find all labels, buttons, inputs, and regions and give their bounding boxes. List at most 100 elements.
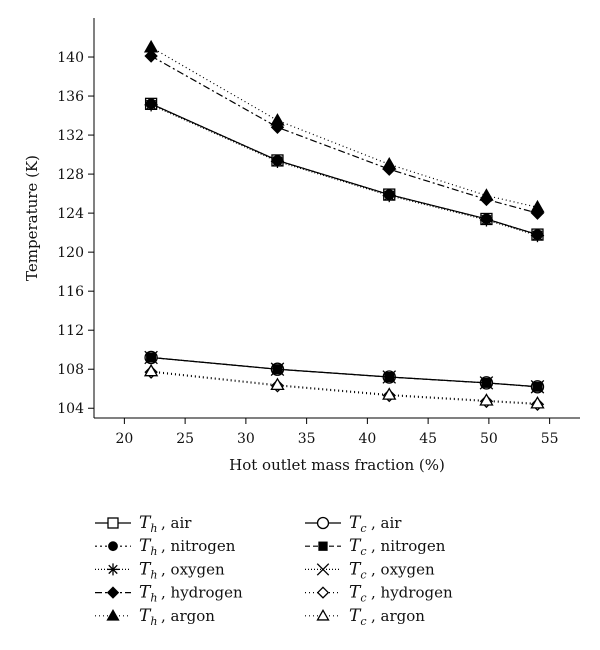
legend-subscript: c [360,615,366,628]
legend-symbol: Th [139,583,157,605]
series-line [150,103,538,236]
x-tick-label: 20 [115,431,133,447]
x-tick-label: 40 [358,431,376,447]
data-point [479,213,494,227]
legend-subscript: c [360,545,366,558]
axes: 20 25 30 35 40 45 50 55 104 108 112 116 120 124 128 132… [57,18,580,447]
legend-label: , argon [371,607,425,625]
y-tick-label: 140 [57,50,84,66]
marker-asterisk [107,563,119,576]
series-line [150,46,538,208]
legend-label: , air [371,514,402,532]
y-tick-label: 124 [57,206,84,222]
legend-subscript: h [150,545,157,558]
series-line [151,356,538,388]
data-point [382,387,397,400]
marker-square-open [107,517,119,529]
data-point [530,396,545,409]
legend-label: , hydrogen [161,584,243,602]
data-point [270,377,285,391]
series-layer [143,39,545,412]
x-tick-label: 30 [237,431,255,447]
y-tick-label: 120 [57,245,84,261]
marker-square-filled [318,541,328,551]
marker-circle-filled [108,541,118,552]
marker-diamond-open [316,586,330,599]
legend-subscript: h [150,568,157,581]
series-line [150,104,538,237]
legend-item: Th, nitrogen [95,536,236,558]
legend-item: Th, argon [95,606,215,628]
legend-subscript: h [150,592,157,605]
data-point [530,228,545,243]
data-point [144,49,158,63]
legend-subscript: c [360,592,366,605]
legend-label: , oxygen [371,560,435,578]
x-tick-label: 35 [298,431,316,447]
x-tick-label: 50 [480,431,498,447]
y-tick-label: 128 [57,167,84,183]
legend-item: Tc, air [305,513,402,535]
legend-symbol: Tc [349,513,367,535]
data-point [144,350,158,365]
data-point [479,188,494,201]
series-h-nitrogen [145,98,543,240]
legend-item: Th, hydrogen [95,583,243,605]
y-tick-label: 136 [57,89,84,105]
data-point [144,98,158,112]
legend-item: Tc, nitrogen [305,536,446,558]
marker-x-cross [316,563,330,576]
legend-item: Tc, oxygen [305,559,435,581]
legend-label: , hydrogen [371,584,453,602]
legend-subscript: h [150,615,157,628]
data-point [530,199,545,213]
x-tick-label: 25 [176,431,194,447]
series-h-oxygen [144,98,545,243]
series-c-nitrogen [146,352,543,392]
marker-triangle-open [316,608,330,621]
data-point [143,39,159,53]
data-point [479,393,494,406]
legend-symbol: Th [139,606,157,628]
legend-symbol: Th [139,513,157,535]
legend-symbol: Th [139,536,157,558]
y-tick-label: 132 [57,128,84,144]
legend-label: , argon [161,607,215,625]
legend-symbol: Tc [349,536,367,558]
legend-symbol: Tc [349,583,367,605]
y-tick-label: 116 [57,284,84,300]
data-point [270,154,285,169]
marker-diamond-filled [106,586,120,599]
legend-subscript: h [150,522,157,535]
legend-label: , nitrogen [371,537,446,555]
x-tick-label: 45 [419,431,437,447]
legend-item: Th, air [95,513,192,535]
legend-subscript: c [360,568,366,581]
x-axis-title: Hot outlet mass fraction (%) [229,456,445,474]
data-point [479,376,494,390]
marker-triangle-filled [106,608,120,621]
series-line [151,356,538,388]
legend-item: Th, oxygen [95,559,225,581]
data-point [382,370,397,384]
data-point [270,113,285,126]
legend-symbol: Th [139,559,157,581]
y-tick-label: 112 [57,323,84,339]
legend-label: , oxygen [161,560,225,578]
series-c-argon [143,363,545,409]
legend-item: Tc, argon [305,606,425,628]
data-point [530,379,545,394]
data-point [382,188,396,203]
data-point [270,362,285,377]
legend-label: , nitrogen [161,537,236,555]
legend-item: Tc, hydrogen [305,583,453,605]
y-tick-label: 104 [57,401,84,417]
series-line [151,370,538,404]
y-axis-title: Temperature (K) [23,155,41,281]
series-c-oxygen [144,350,545,394]
data-point [382,156,397,170]
series-line [150,103,538,236]
series-line [151,371,538,405]
legend-subscript: c [360,522,366,535]
